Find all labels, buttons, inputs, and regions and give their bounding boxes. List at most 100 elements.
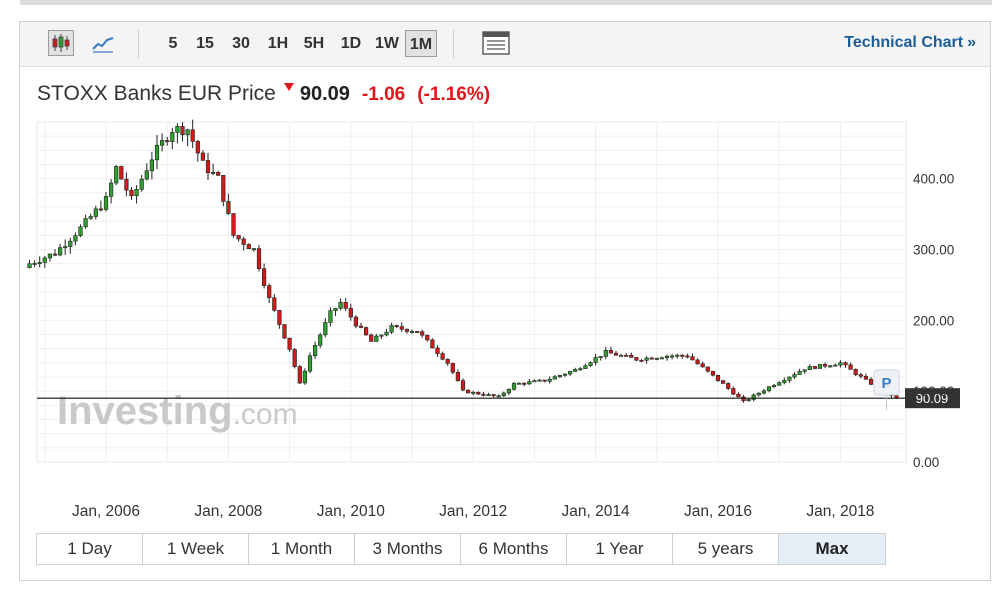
candle bbox=[833, 364, 838, 367]
candle bbox=[817, 364, 823, 369]
candle bbox=[379, 334, 384, 337]
candle bbox=[659, 357, 664, 360]
candle bbox=[47, 253, 53, 259]
candle bbox=[501, 392, 506, 397]
candle bbox=[562, 373, 568, 376]
candle bbox=[139, 178, 144, 190]
candle bbox=[496, 395, 501, 398]
candle bbox=[598, 356, 603, 358]
candle bbox=[771, 384, 777, 388]
candle bbox=[374, 335, 379, 342]
p-marker-label: P bbox=[881, 375, 891, 392]
candle bbox=[522, 382, 527, 385]
candle bbox=[593, 357, 598, 363]
interval-15[interactable]: 15 bbox=[196, 35, 214, 52]
investing-watermark: Investing.com bbox=[57, 389, 298, 433]
candle bbox=[42, 257, 47, 263]
candle bbox=[73, 235, 78, 242]
top-divider bbox=[20, 0, 992, 5]
candle bbox=[267, 285, 272, 299]
candle bbox=[486, 394, 491, 397]
candle bbox=[272, 297, 277, 311]
candle bbox=[675, 354, 680, 357]
y-tick-label: 200.00 bbox=[913, 313, 954, 328]
toolbar-separator bbox=[453, 30, 454, 58]
range-1-month[interactable]: 1 Month bbox=[249, 534, 355, 564]
candle bbox=[542, 379, 547, 382]
candle bbox=[27, 263, 32, 268]
candle bbox=[807, 366, 812, 370]
candle bbox=[695, 359, 700, 365]
candle bbox=[613, 352, 619, 356]
candle bbox=[328, 310, 333, 323]
range-6-months[interactable]: 6 Months bbox=[461, 534, 567, 564]
candle bbox=[425, 334, 430, 341]
candle bbox=[634, 357, 639, 361]
range-1-week[interactable]: 1 Week bbox=[143, 534, 249, 564]
candle bbox=[445, 358, 450, 364]
instrument-header: STOXX Banks EUR Price 90.09 -1.06 (-1.16%) bbox=[37, 82, 490, 110]
chart-toolbar: 5 15 30 1H 5H 1D 1W 1M Technical Chart» bbox=[20, 22, 990, 67]
candle bbox=[680, 354, 685, 357]
interval-1h[interactable]: 1H bbox=[267, 35, 289, 52]
candle bbox=[828, 365, 833, 368]
range-3-months[interactable]: 3 Months bbox=[355, 534, 461, 564]
x-tick-label: Jan, 2014 bbox=[562, 503, 630, 520]
range-1-year[interactable]: 1 Year bbox=[567, 534, 673, 564]
candle bbox=[583, 365, 588, 369]
candle bbox=[516, 382, 522, 385]
candle bbox=[103, 196, 109, 210]
candle bbox=[160, 140, 165, 146]
line-chart-icon[interactable] bbox=[90, 30, 116, 56]
candlestick-icon[interactable] bbox=[48, 30, 74, 56]
candle bbox=[715, 374, 721, 381]
range-1-day[interactable]: 1 Day bbox=[37, 534, 143, 564]
candle bbox=[532, 380, 537, 383]
candle bbox=[312, 344, 318, 357]
interval-1m[interactable]: 1M bbox=[405, 30, 437, 57]
candle bbox=[644, 357, 649, 361]
technical-chart-label: Technical Chart bbox=[844, 34, 964, 51]
candle bbox=[787, 376, 792, 381]
candle bbox=[654, 357, 659, 360]
candle bbox=[624, 354, 629, 357]
candle bbox=[98, 208, 103, 211]
candle bbox=[476, 391, 481, 395]
range-5-years[interactable]: 5 years bbox=[673, 534, 779, 564]
candle bbox=[639, 359, 644, 362]
candle bbox=[552, 376, 557, 380]
candle bbox=[170, 132, 175, 142]
candle bbox=[435, 347, 440, 354]
candle bbox=[277, 310, 282, 325]
candle bbox=[853, 369, 858, 375]
candle bbox=[200, 152, 206, 161]
candle bbox=[751, 394, 756, 400]
table-icon[interactable] bbox=[480, 29, 512, 57]
candle bbox=[353, 316, 359, 327]
candle bbox=[297, 366, 302, 384]
candle bbox=[165, 140, 170, 142]
candle bbox=[282, 324, 287, 339]
instrument-name: STOXX Banks EUR Price bbox=[37, 82, 276, 105]
price-chart[interactable]: Investing.com 90.09 P 0.00 100.00 200.00 300… bbox=[20, 112, 990, 542]
range-max[interactable]: Max bbox=[779, 534, 885, 564]
candle bbox=[471, 391, 476, 394]
candle bbox=[302, 370, 308, 384]
interval-5h[interactable]: 5H bbox=[303, 35, 325, 52]
candle bbox=[287, 337, 292, 350]
candle bbox=[180, 126, 185, 136]
interval-1d[interactable]: 1D bbox=[340, 35, 362, 52]
interval-5[interactable]: 5 bbox=[168, 35, 178, 52]
interval-1w[interactable]: 1W bbox=[375, 35, 399, 52]
technical-chart-link[interactable]: Technical Chart» bbox=[844, 34, 976, 52]
candle bbox=[409, 331, 415, 333]
candle bbox=[394, 325, 399, 327]
candle bbox=[603, 350, 608, 357]
interval-30[interactable]: 30 bbox=[232, 35, 250, 52]
candle bbox=[802, 369, 807, 372]
candle bbox=[618, 354, 624, 357]
candle bbox=[430, 339, 435, 349]
candle bbox=[175, 126, 180, 133]
x-tick-label: Jan, 2008 bbox=[194, 503, 262, 520]
candle bbox=[705, 366, 710, 372]
